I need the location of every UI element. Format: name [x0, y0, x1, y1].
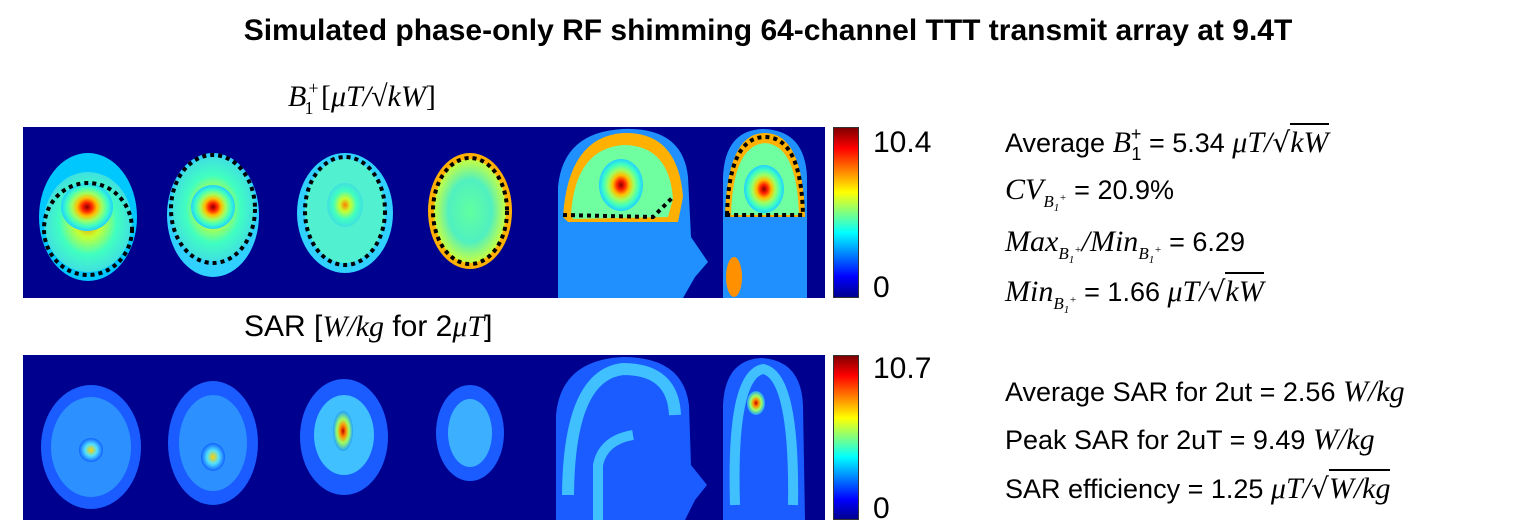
b1-map	[23, 127, 825, 298]
b1-colorbar-max: 10.4	[873, 126, 932, 159]
figure-title: Simulated phase-only RF shimming 64-chan…	[243, 14, 1293, 47]
b1-units: μT/√kW	[330, 80, 426, 113]
sar-average-row: Average SAR for 2ut = 2.56 W/kg	[1005, 375, 1405, 408]
b1-colorbar	[833, 127, 859, 298]
b1-average-row: Average B+1 = 5.34 μT/√kW	[1005, 123, 1329, 164]
sar-peak-row: Peak SAR for 2uT = 9.49 W/kg	[1005, 423, 1375, 456]
sar-map	[23, 355, 825, 520]
sar-label-prefix: SAR [	[244, 310, 323, 343]
sar-colorbar-max: 10.7	[873, 352, 932, 385]
b1-min-row: MinB1+ = 1.66 μT/√kW	[1005, 272, 1264, 316]
sar-label-unit: W/kg	[322, 310, 384, 343]
b1-symbol: B	[288, 80, 307, 113]
b1-panel-label: B +1 [μT/√kW]	[288, 78, 436, 118]
b1-sup: +	[308, 78, 319, 98]
sar-colorbar-min: 0	[873, 492, 890, 525]
sar-colorbar	[833, 355, 859, 520]
b1-maxmin-row: MaxB1+/MinB1+ = 6.29	[1005, 225, 1245, 266]
sar-map-image	[23, 355, 825, 520]
sar-label-mid: for 2	[384, 310, 453, 343]
b1-map-image	[23, 127, 825, 298]
b1-colorbar-min: 0	[873, 271, 890, 304]
sar-panel-label: SAR [W/kg for 2μT]	[244, 310, 492, 344]
b1-sub: 1	[304, 98, 314, 118]
b1-cv-row: CVB1+ = 20.9%	[1005, 173, 1174, 214]
sar-label-suffix: ]	[484, 310, 493, 343]
sar-label-field: μT	[452, 310, 485, 343]
sar-efficiency-row: SAR efficiency = 1.25 μT/√W/kg	[1005, 469, 1391, 505]
